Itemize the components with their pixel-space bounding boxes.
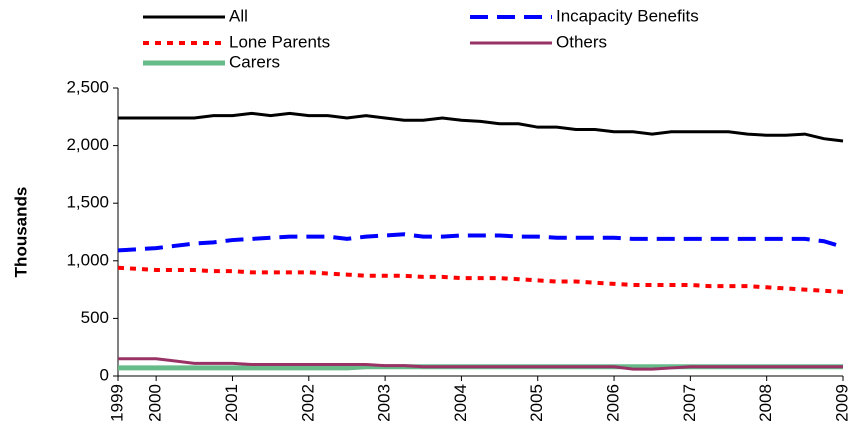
series-line bbox=[117, 232, 844, 253]
x-tick-label: 2003 bbox=[375, 384, 394, 422]
x-tick-label: 2004 bbox=[451, 384, 470, 422]
legend-label: Incapacity Benefits bbox=[556, 6, 699, 25]
y-tick-label: 500 bbox=[81, 308, 109, 327]
series-line bbox=[117, 265, 844, 294]
series-line bbox=[118, 357, 843, 371]
y-tick-label: 1,500 bbox=[66, 193, 109, 212]
y-axis-title: Thousands bbox=[11, 187, 30, 278]
x-tick-label: 2000 bbox=[146, 384, 165, 422]
legend-label: Carers bbox=[229, 52, 280, 71]
y-tick-label: 2,500 bbox=[66, 77, 109, 96]
x-tick-label: 1999 bbox=[107, 384, 126, 422]
y-tick-label: 1,000 bbox=[66, 250, 109, 269]
legend-label: Others bbox=[556, 32, 607, 51]
x-tick-label: 2009 bbox=[832, 384, 851, 422]
series-line bbox=[118, 111, 844, 143]
x-tick-label: 2007 bbox=[680, 384, 699, 422]
x-tick-label: 2002 bbox=[298, 384, 317, 422]
x-tick-label: 2001 bbox=[222, 384, 241, 422]
x-tick-label: 2006 bbox=[604, 384, 623, 422]
x-tick-label: 2005 bbox=[527, 384, 546, 422]
legend-label: Lone Parents bbox=[229, 32, 330, 51]
legend-label: All bbox=[229, 6, 248, 25]
y-tick-label: 0 bbox=[100, 365, 109, 384]
y-tick-label: 2,000 bbox=[66, 135, 109, 154]
x-tick-label: 2008 bbox=[756, 384, 775, 422]
